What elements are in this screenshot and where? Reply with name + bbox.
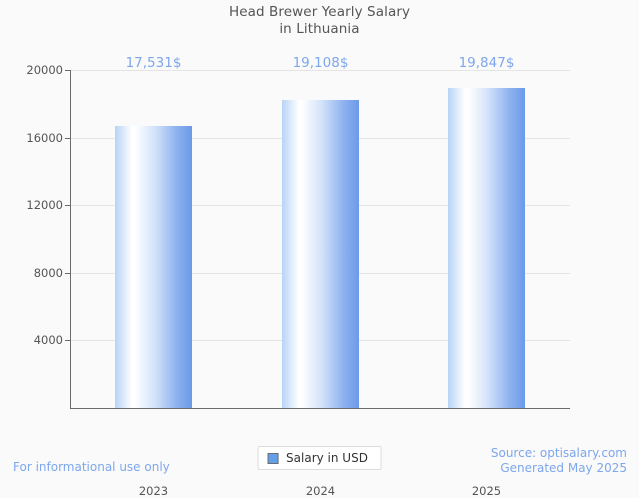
legend-swatch-icon: [267, 452, 279, 464]
chart-legend[interactable]: Salary in USD: [257, 446, 382, 470]
bar-2024[interactable]: [282, 100, 359, 408]
chart-title-line-1: Head Brewer Yearly Salary: [228, 4, 411, 20]
y-axis-tick-12000: [65, 205, 70, 206]
y-axis-tick-label-16000: 16000: [26, 131, 63, 145]
y-axis-line: [70, 70, 71, 409]
y-axis-tick-label-12000: 12000: [26, 198, 63, 212]
legend-item-label: Salary in USD: [286, 451, 368, 465]
gridline-20000: [70, 70, 570, 71]
bar-value-label-2025: 19,847$: [458, 55, 515, 71]
y-axis-tick-16000: [65, 138, 70, 139]
y-axis-tick-8000: [65, 273, 70, 274]
chart-container: Head Brewer Yearly Salary in Lithuania 2…: [0, 4, 639, 498]
bar-2025[interactable]: [448, 88, 525, 408]
plot-area: 17,531$ 19,108$ 19,847$ 2023 2024 2025: [65, 55, 570, 498]
generated-date-text: Generated May 2025: [500, 461, 627, 475]
source-text: Source: optisalary.com: [490, 446, 627, 460]
source-attribution: Source: optisalary.com Generated May 202…: [491, 446, 627, 476]
bar-value-label-2024: 19,108$: [292, 55, 349, 71]
bar-value-label-2023: 17,531$: [125, 55, 182, 71]
y-axis-tick-label-8000: 8000: [33, 266, 63, 280]
x-axis-tick-label-2024: 2024: [305, 484, 336, 498]
x-axis-line: [70, 408, 570, 409]
y-axis-tick-4000: [65, 340, 70, 341]
y-axis-tick-label-20000: 20000: [26, 63, 63, 77]
x-axis-tick-label-2025: 2025: [471, 484, 502, 498]
bar-2023[interactable]: [115, 126, 192, 408]
chart-title: Head Brewer Yearly Salary in Lithuania: [0, 4, 639, 38]
disclaimer-text: For informational use only: [13, 460, 170, 474]
y-axis-tick-20000: [65, 70, 70, 71]
chart-title-line-2: in Lithuania: [279, 21, 360, 37]
y-axis-tick-label-4000: 4000: [33, 333, 63, 347]
x-axis-tick-label-2023: 2023: [138, 484, 169, 498]
